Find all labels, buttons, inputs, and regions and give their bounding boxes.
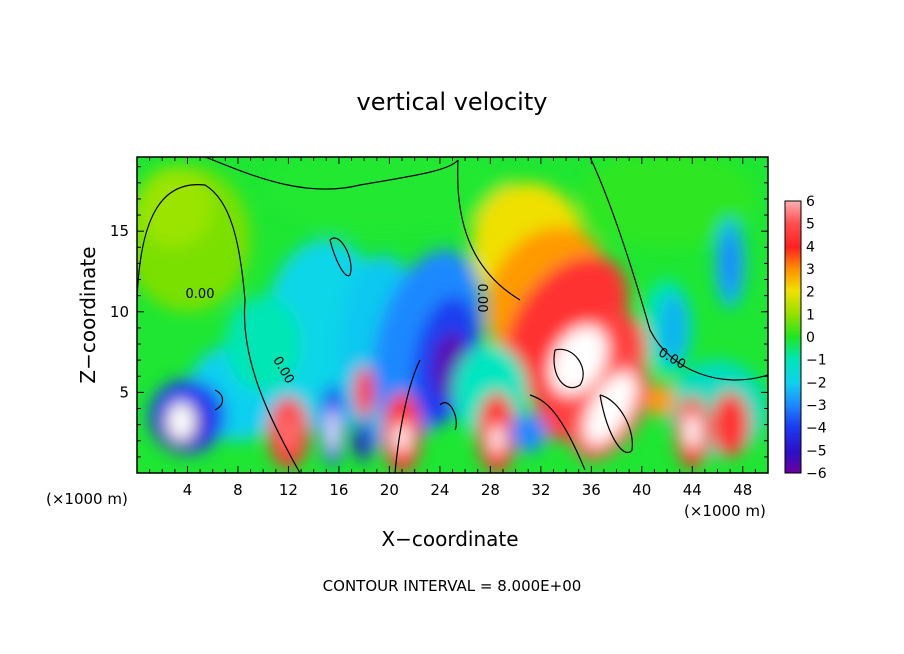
contour-line (137, 184, 301, 473)
y-tick-label: 15 (110, 222, 129, 240)
colorbar-tick-label: 4 (806, 239, 815, 255)
x-tick-label: 32 (531, 481, 550, 499)
x-tick-label: 12 (279, 481, 298, 499)
contour-line (329, 237, 352, 277)
colorbar-tick-label: −6 (806, 466, 827, 482)
contour-line (457, 159, 521, 301)
colorbar-gradient (784, 200, 802, 474)
x-tick-label: 44 (683, 481, 702, 499)
y-tick-label: 10 (110, 303, 129, 321)
x-tick-label: 48 (733, 481, 752, 499)
contour-label: 0.00 (186, 287, 215, 302)
chart-title: vertical velocity (356, 88, 548, 116)
colorbar-tick-label: 1 (806, 307, 815, 323)
x-tick-label: 24 (430, 481, 449, 499)
x-tick-label: 36 (582, 481, 601, 499)
colorbar-tick-label: −4 (806, 421, 827, 437)
contour-line (204, 157, 459, 190)
colorbar-tick-label: 3 (806, 262, 815, 278)
contour-line (529, 394, 586, 471)
y-tick-label: 5 (119, 383, 129, 401)
colorbar-tick-label: 5 (806, 217, 815, 233)
colorbar-tick-label: −1 (806, 353, 827, 369)
x-tick-label: 4 (183, 481, 193, 499)
field-blobs (137, 157, 768, 473)
colorbar-tick-label: 0 (806, 330, 815, 346)
contour-interval-note: CONTOUR INTERVAL = 8.000E+00 (322, 577, 582, 595)
contour-line (589, 157, 768, 381)
contour-line (394, 359, 421, 473)
y-axis-label: Z−coordinate (76, 246, 100, 384)
colorbar-tick-label: 2 (806, 285, 815, 301)
colorbar: 6 5 4 3 2 1 0 −1 −2 −3 −4 −5 −6 (784, 194, 827, 482)
x-tick-label: 20 (380, 481, 399, 499)
contour-line (214, 389, 224, 411)
colorbar-tick-label: −2 (806, 375, 827, 391)
x-unit-label-right: (×1000 m) (684, 502, 766, 520)
x-unit-label-left: (×1000 m) (46, 490, 128, 508)
x-tick-label: 28 (481, 481, 500, 499)
colorbar-tick-label: −3 (806, 398, 827, 414)
contour-line (599, 394, 633, 454)
x-axis-label: X−coordinate (381, 527, 519, 551)
velocity-field (137, 157, 768, 473)
x-tick-label: 40 (632, 481, 651, 499)
colorbar-tick-label: −5 (806, 443, 827, 459)
x-tick-label: 8 (233, 481, 243, 499)
x-tick-label: 16 (329, 481, 348, 499)
contour-line (439, 402, 457, 431)
contour-label: 0.00 (474, 284, 489, 313)
colorbar-tick-label: 6 (806, 194, 815, 210)
contour-line (553, 348, 584, 389)
